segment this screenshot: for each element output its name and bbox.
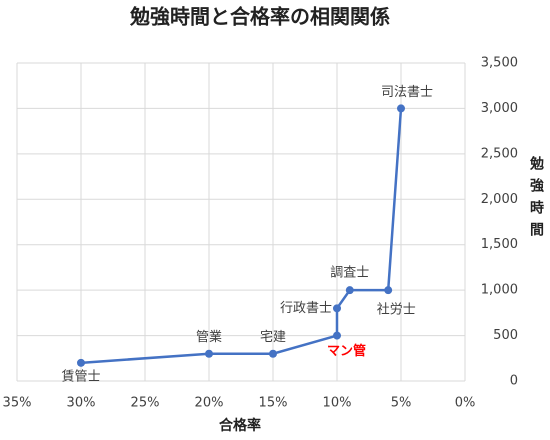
point-label: 社労士 <box>377 302 416 318</box>
point <box>397 104 405 113</box>
y-tick-label: 2,500 <box>481 146 518 161</box>
line <box>80 108 403 365</box>
y-tick-label: 2,000 <box>481 192 518 207</box>
x-tick-label: 25% <box>131 396 160 411</box>
x-tick-label: 30% <box>67 396 96 411</box>
y-tick-label: 3,000 <box>481 101 518 116</box>
point-label: 司法書士 <box>381 85 433 100</box>
y-tick-label: 1,500 <box>481 237 518 252</box>
x-tick-label: 20% <box>195 396 224 411</box>
point-label: 管業 <box>196 329 222 345</box>
y-tick-label: 3,500 <box>481 56 518 71</box>
x-tick-label: 0% <box>455 396 476 411</box>
point <box>77 358 85 367</box>
y-axis-label: 勉強時間 <box>528 155 545 244</box>
point <box>205 349 213 358</box>
x-tick-label: 5% <box>391 396 412 411</box>
x-tick-label: 35% <box>3 396 32 411</box>
point <box>384 286 393 295</box>
x-tick-label: 15% <box>259 396 288 411</box>
point <box>333 304 341 313</box>
point-label: 行政書士 <box>280 301 332 316</box>
point-label: 宅建 <box>260 330 286 345</box>
x-axis-label: 合格率 <box>219 417 261 434</box>
x-tick-label: 10% <box>323 396 352 411</box>
point <box>333 331 341 340</box>
y-tick-label: 500 <box>493 328 518 343</box>
point <box>269 349 277 358</box>
chart-title: 勉強時間と合格率の相関関係 <box>129 5 390 29</box>
point-label: 賃管士 <box>61 369 100 384</box>
point-label: 調査士 <box>330 266 369 281</box>
point <box>345 286 354 295</box>
point-label: マン管 <box>327 343 366 359</box>
y-tick-label: 1,000 <box>481 283 518 298</box>
y-tick-label: 0 <box>510 374 518 389</box>
